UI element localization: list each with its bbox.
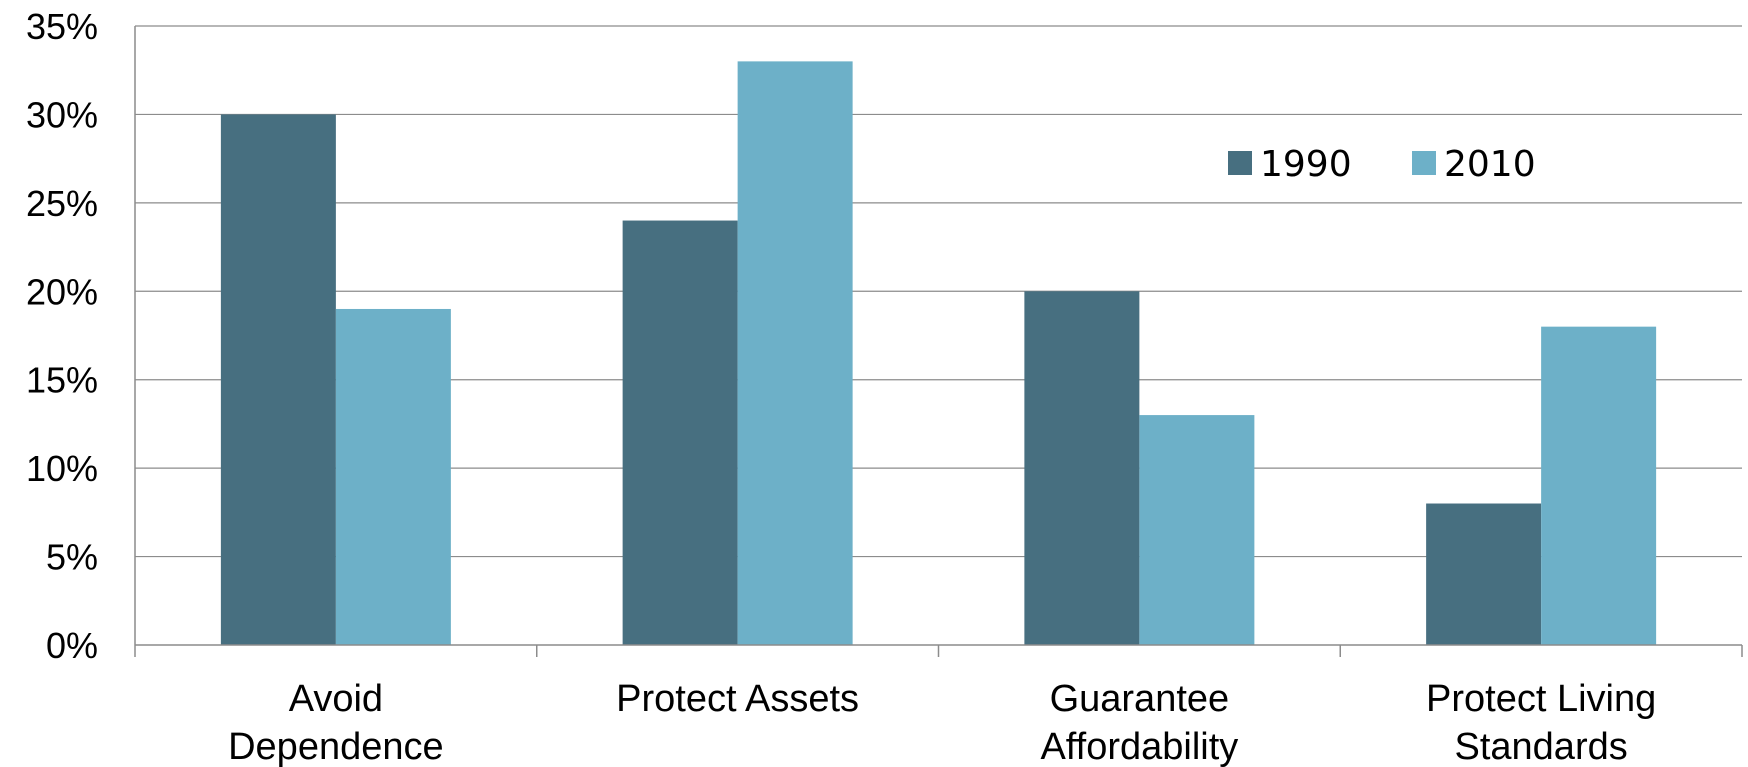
labels-layer: 0% 5% 10% 15% 20% 25% 30% 35% Avoid Dependence Pro…: [26, 6, 1656, 767]
bar-1990: [622, 220, 738, 646]
legend-swatch-2010: [1412, 151, 1436, 175]
y-tick-label: 35%: [26, 6, 98, 47]
axis-layer: [134, 26, 1743, 657]
x-category-label: Protect Assets: [616, 678, 859, 720]
y-tick-label: 0%: [46, 625, 98, 666]
y-tick-label: 30%: [26, 94, 98, 135]
legend-label-1990: 1990: [1260, 144, 1352, 185]
bar-2010: [737, 61, 853, 645]
legend-swatch-1990: [1228, 151, 1252, 175]
bar-2010: [1541, 326, 1657, 645]
x-category-label: Protect Living Standards: [1426, 678, 1656, 767]
x-category-label: Avoid Dependence: [228, 678, 444, 767]
y-tick-label: 20%: [26, 271, 98, 312]
legend-label-2010: 2010: [1444, 144, 1536, 185]
bar-2010: [1139, 415, 1255, 645]
bar-1990: [220, 114, 336, 645]
bar-2010: [335, 308, 451, 645]
y-tick-label: 10%: [26, 448, 98, 489]
y-tick-label: 15%: [26, 360, 98, 401]
bar-1990: [1426, 503, 1542, 645]
bars-layer: [220, 61, 1657, 646]
bar-1990: [1024, 291, 1140, 645]
legend: 1990 2010: [1228, 144, 1536, 185]
x-category-label: Guarantee Affordability: [1040, 678, 1238, 767]
y-tick-label: 5%: [46, 537, 98, 578]
y-tick-label: 25%: [26, 183, 98, 224]
